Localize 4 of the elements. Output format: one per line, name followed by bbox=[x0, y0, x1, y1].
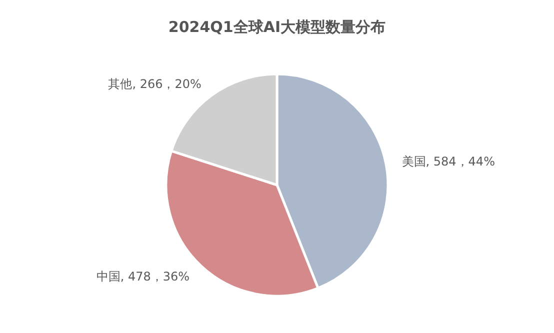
slice-label: 中国, 478，36% bbox=[96, 269, 190, 284]
chart-title: 2024Q1全球AI大模型数量分布 bbox=[168, 18, 386, 36]
slice-label: 其他, 266，20% bbox=[108, 76, 202, 91]
slice-label: 美国, 584，44% bbox=[402, 154, 495, 168]
